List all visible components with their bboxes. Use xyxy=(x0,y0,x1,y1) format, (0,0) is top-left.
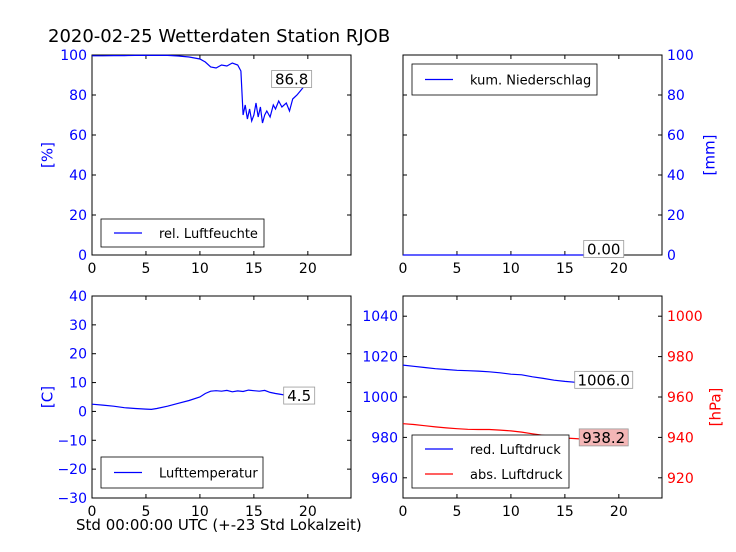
temperature-x-tick-label: 15 xyxy=(245,504,263,520)
temperature-frame xyxy=(91,295,352,499)
pressure-annotation-label: 938.2 xyxy=(582,429,625,447)
humidity-y-tick-label: 40 xyxy=(69,168,87,184)
precipitation-annotation-label: 0.00 xyxy=(587,241,620,259)
pressure-x-tick-label: 10 xyxy=(502,504,520,520)
temperature-legend-label: Lufttemperatur xyxy=(159,467,258,482)
pressure-y-right-tick-label: 940 xyxy=(667,430,694,446)
temperature-annotation-box xyxy=(283,386,316,405)
pressure-y-tick-label: 1000 xyxy=(362,390,398,406)
humidity-y-tick-label: 80 xyxy=(69,88,87,104)
pressure-y-right-tick-label: 1000 xyxy=(667,309,703,325)
pressure-legend-label: red. Luftdruck xyxy=(470,443,561,458)
precipitation-y-tick-label: 40 xyxy=(667,168,685,184)
pressure-x-tick-label: 20 xyxy=(610,504,628,520)
pressure-y-right-tick-label: 960 xyxy=(667,390,694,406)
humidity-y-tick-label: 60 xyxy=(69,128,87,144)
temperature-y-tick-label: 40 xyxy=(69,289,87,305)
x-axis-label: Std 00:00:00 UTC (+-23 Std Lokalzeit) xyxy=(76,516,362,534)
pressure-annotation-box xyxy=(578,428,629,447)
precipitation-y-axis-label: [mm] xyxy=(701,135,719,176)
humidity-series-line-0 xyxy=(92,54,309,124)
humidity-x-tick-label: 5 xyxy=(141,261,150,277)
precipitation-legend-label: kum. Niederschlag xyxy=(470,74,591,89)
pressure-y-right-tick-label: 980 xyxy=(667,350,694,366)
temperature-y-tick-label: 20 xyxy=(69,347,87,363)
precipitation-annotation-box xyxy=(583,240,625,258)
pressure-legend-box xyxy=(411,434,570,489)
temperature-y-axis-label: [C] xyxy=(39,386,57,408)
pressure-y-tick-label: 1020 xyxy=(362,350,398,366)
temperature-y-tick-label: −10 xyxy=(57,433,87,449)
precipitation-x-tick-label: 0 xyxy=(399,261,408,277)
precipitation-y-tick-label: 80 xyxy=(667,88,685,104)
temperature-y-tick-label: 30 xyxy=(69,318,87,334)
temperature-y-tick-label: 10 xyxy=(69,376,87,392)
temperature-x-tick-label: 20 xyxy=(299,504,317,520)
precipitation-x-tick-label: 15 xyxy=(556,261,574,277)
pressure-y-tick-label: 960 xyxy=(371,471,398,487)
temperature-x-tick-label: 10 xyxy=(191,504,209,520)
pressure-x-tick-label: 0 xyxy=(399,504,408,520)
humidity-annotation-box xyxy=(271,70,313,88)
pressure-y-tick-label: 980 xyxy=(371,430,398,446)
precipitation-y-tick-label: 100 xyxy=(667,48,694,64)
humidity-frame xyxy=(91,54,352,256)
temperature-series-line-0 xyxy=(91,389,308,411)
pressure-annotation-box xyxy=(574,370,634,389)
humidity-x-tick-label: 10 xyxy=(191,261,209,277)
humidity-x-tick-label: 15 xyxy=(245,261,263,277)
precipitation-x-tick-label: 10 xyxy=(502,261,520,277)
temperature-y-tick-label: −30 xyxy=(57,491,87,507)
humidity-x-tick-label: 20 xyxy=(299,261,317,277)
humidity-annotation-label: 86.8 xyxy=(275,71,308,89)
figure-title: 2020-02-25 Wetterdaten Station RJOB xyxy=(48,26,391,47)
humidity-y-tick-label: 0 xyxy=(78,248,87,264)
pressure-annotation-label: 1006.0 xyxy=(577,371,630,389)
pressure-x-tick-label: 5 xyxy=(452,504,461,520)
precipitation-y-tick-label: 20 xyxy=(667,208,685,224)
pressure-legend-label: abs. Luftdruck xyxy=(470,468,563,483)
precipitation-x-tick-label: 20 xyxy=(610,261,628,277)
pressure-y-tick-label: 1040 xyxy=(362,309,398,325)
temperature-x-tick-label: 0 xyxy=(88,504,97,520)
precipitation-x-tick-label: 5 xyxy=(452,261,461,277)
temperature-x-tick-label: 5 xyxy=(141,504,150,520)
precipitation-y-tick-label: 60 xyxy=(667,128,685,144)
humidity-y-tick-label: 20 xyxy=(69,208,87,224)
humidity-y-axis-label: [%] xyxy=(39,142,57,168)
humidity-x-tick-label: 0 xyxy=(88,261,97,277)
temperature-y-tick-label: 0 xyxy=(78,404,87,420)
humidity-legend-label: rel. Luftfeuchte xyxy=(159,227,258,242)
precipitation-y-tick-label: 0 xyxy=(667,248,676,264)
temperature-y-tick-label: −20 xyxy=(57,462,87,478)
pressure-y-right-axis-label: [hPa] xyxy=(707,388,725,427)
pressure-x-tick-label: 15 xyxy=(556,504,574,520)
pressure-y-right-tick-label: 920 xyxy=(667,471,694,487)
temperature-annotation-label: 4.5 xyxy=(287,387,311,405)
humidity-y-tick-label: 100 xyxy=(60,48,87,64)
